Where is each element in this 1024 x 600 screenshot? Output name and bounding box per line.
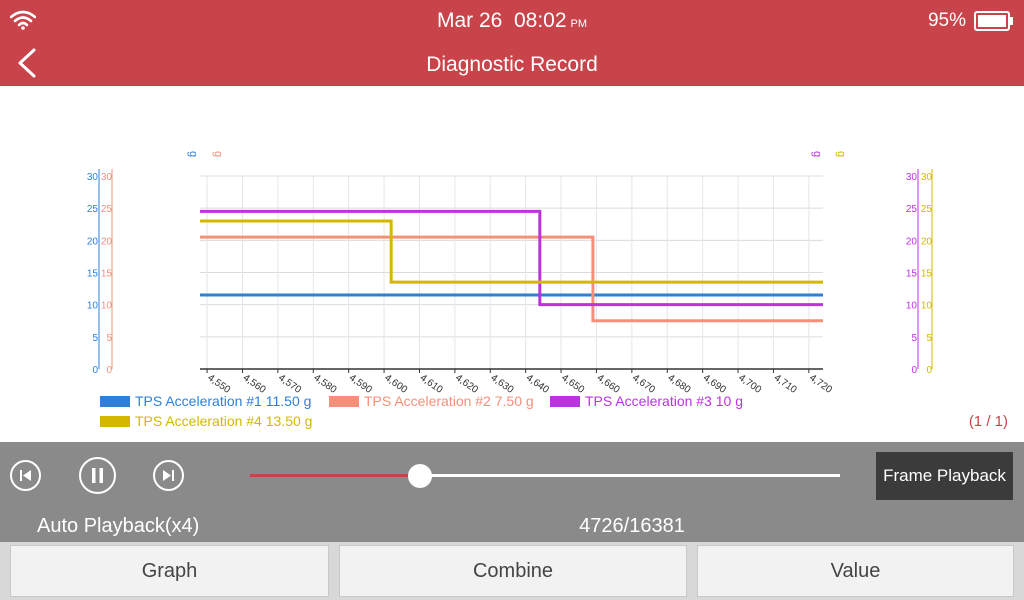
y-tick-label: 20 xyxy=(921,236,933,247)
legend-item: TPS Acceleration #3 10 g xyxy=(550,393,743,409)
y-axis-unit: g xyxy=(835,151,847,157)
legend-label: TPS Acceleration #3 10 g xyxy=(585,393,743,409)
y-tick-label: 10 xyxy=(906,301,918,312)
y-tick-label: 30 xyxy=(906,172,918,183)
auto-playback-label: Auto Playback(x4) xyxy=(37,515,200,537)
playback-slider-track[interactable] xyxy=(250,474,840,477)
page-title: Diagnostic Record xyxy=(426,53,598,76)
y-tick-label: 15 xyxy=(906,269,918,280)
battery-icon xyxy=(974,11,1013,31)
bottom-tab-bar: Graph Combine Value xyxy=(0,542,1024,600)
x-tick-label: 4,710 xyxy=(772,372,799,396)
legend-label: TPS Acceleration #2 7.50 g xyxy=(364,393,534,409)
legend-label: TPS Acceleration #4 13.50 g xyxy=(135,413,313,429)
status-clock: Mar 26 08:02 PM xyxy=(0,9,1024,33)
y-tick-label: 20 xyxy=(101,236,113,247)
y-tick-label: 0 xyxy=(106,365,112,376)
playback-slider-fill xyxy=(250,474,421,477)
y-tick-label: 0 xyxy=(926,365,932,376)
x-tick-label: 4,720 xyxy=(807,372,834,396)
y-tick-label: 20 xyxy=(87,236,99,247)
legend-item: TPS Acceleration #2 7.50 g xyxy=(329,393,534,409)
legend-item: TPS Acceleration #1 11.50 g xyxy=(100,393,311,409)
y-tick-label: 25 xyxy=(906,204,918,215)
y-tick-label: 15 xyxy=(921,269,933,280)
line-chart: 4,550 4,560 4,570 4,580 4,590 4,600 4,610 4,620… xyxy=(87,151,933,396)
skip-next-glyph xyxy=(163,470,174,481)
series-line xyxy=(200,219,823,284)
y-tick-label: 10 xyxy=(101,301,113,312)
skip-previous-icon[interactable] xyxy=(10,460,41,491)
y-tick-label: 25 xyxy=(87,204,99,215)
legend-swatch xyxy=(329,395,359,407)
y-tick-label: 30 xyxy=(101,172,113,183)
status-time: 08:02 xyxy=(513,9,567,32)
tab-combine[interactable]: Combine xyxy=(339,545,687,597)
y-tick-label: 5 xyxy=(106,333,112,344)
y-axis-unit: g xyxy=(811,151,823,157)
legend-item: TPS Acceleration #4 13.50 g xyxy=(100,413,312,429)
y-tick-label: 20 xyxy=(906,236,918,247)
frame-playback-button[interactable]: Frame Playback xyxy=(876,452,1013,500)
wifi-icon xyxy=(10,10,36,30)
tab-value[interactable]: Value xyxy=(697,545,1014,597)
playback-controls xyxy=(0,442,1024,542)
y-tick-label: 30 xyxy=(87,172,99,183)
series-line xyxy=(200,235,823,323)
y-tick-label: 0 xyxy=(92,365,98,376)
y-tick-label: 5 xyxy=(92,333,98,344)
legend-swatch xyxy=(550,395,580,407)
y-tick-label: 5 xyxy=(926,333,932,344)
tab-graph[interactable]: Graph xyxy=(10,545,329,597)
y-tick-label: 25 xyxy=(101,204,113,215)
legend-swatch xyxy=(100,415,130,427)
legend-swatch xyxy=(100,395,130,407)
chart-area: 4,550 4,560 4,570 4,580 4,590 4,600 4,610 4,620… xyxy=(0,86,1024,442)
status-ampm: PM xyxy=(570,18,588,30)
skip-previous-glyph xyxy=(20,470,31,481)
legend-label: TPS Acceleration #1 11.50 g xyxy=(135,393,312,409)
y-tick-label: 15 xyxy=(101,269,113,280)
y-tick-label: 0 xyxy=(911,365,917,376)
pause-icon[interactable] xyxy=(79,457,116,494)
header-bar: Mar 26 08:02 PM 95% Diagnostic Record xyxy=(0,0,1024,86)
y-axis-unit: g xyxy=(187,151,199,157)
y-tick-label: 30 xyxy=(921,172,933,183)
series-line xyxy=(200,209,823,307)
skip-next-icon[interactable] xyxy=(153,460,184,491)
status-date: Mar 26 xyxy=(436,9,503,32)
playback-slider-thumb[interactable] xyxy=(408,464,433,488)
y-tick-label: 10 xyxy=(921,301,933,312)
battery-percent: 95% xyxy=(927,10,966,31)
y-tick-label: 5 xyxy=(911,333,917,344)
y-tick-label: 25 xyxy=(921,204,933,215)
frame-counter: 4726/16381 xyxy=(579,515,685,537)
y-tick-label: 15 xyxy=(87,269,99,280)
page-indicator: (1 / 1) xyxy=(968,413,1008,430)
y-tick-label: 10 xyxy=(87,301,99,312)
pause-glyph xyxy=(92,468,103,483)
chevron-left-icon[interactable] xyxy=(12,46,42,80)
y-axis-unit: g xyxy=(212,151,224,157)
